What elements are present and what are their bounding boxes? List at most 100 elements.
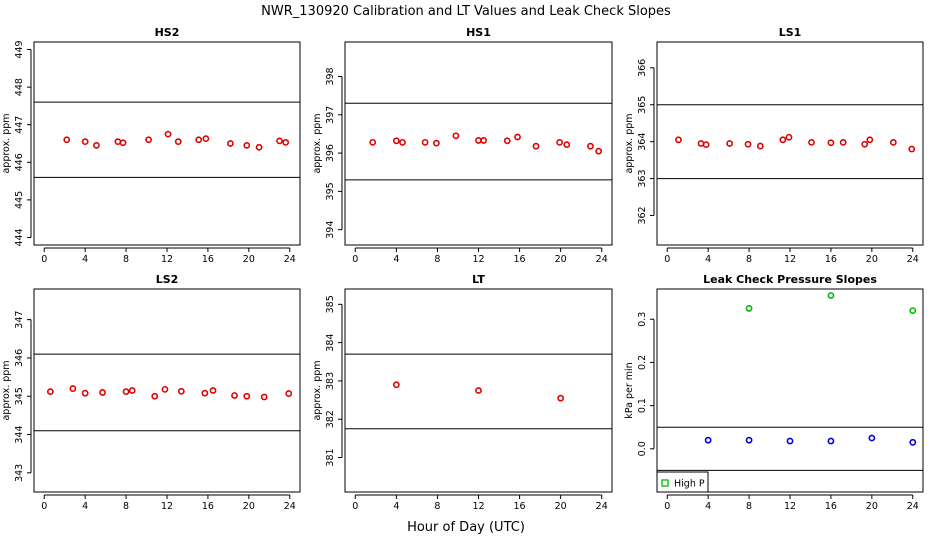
x-tick-label: 20 [866,501,878,512]
data-point [81,389,89,397]
data-point [587,142,594,150]
data-point [563,141,571,149]
data-point [399,138,406,146]
y-tick-label: 344 [14,425,25,443]
figure-title: NWR_130920 Calibration and LT Values and… [261,4,671,19]
data-point [432,139,440,147]
data-point [195,136,203,144]
data-point [452,132,460,140]
data-point [177,387,185,395]
x-tick-label: 4 [82,254,88,265]
data-point [99,389,106,396]
x-tick-label: 24 [596,254,608,265]
x-tick-label: 20 [866,254,878,265]
data-point [285,390,293,397]
data-point [675,136,682,144]
data-point [81,138,89,146]
y-tick-label: 343 [14,464,25,482]
x-tick-label: 24 [284,254,296,265]
x-tick-label: 12 [472,501,484,512]
panel-4: LS2 0 4 8 12 16 20 24 343 344 345 346 347 approx. ppm [1,273,301,512]
data-point [392,381,400,389]
panel-6: Leak Check Pressure Slopes 0 4 8 12 16 20 24 0.0… [624,273,924,512]
x-tick-label: 12 [161,254,173,265]
data-point [243,141,251,149]
data-point [779,136,787,144]
panel-title: Leak Check Pressure Slopes [703,273,877,286]
data-point [260,393,268,401]
data-point [161,385,169,393]
y-axis-title: approx. ppm [624,113,635,173]
x-tick-label: 4 [705,501,711,512]
x-tick-label: 8 [434,501,440,512]
x-tick-label: 24 [907,254,919,265]
y-tick-label: 396 [325,144,336,162]
data-point [209,387,217,394]
y-axis-title: approx. ppm [312,113,323,173]
x-tick-label: 0 [664,501,670,512]
data-point [201,389,209,397]
y-tick-label: 448 [14,78,25,96]
y-tick-label: 362 [637,206,648,224]
data-point [744,140,752,148]
y-tick-label: 347 [14,311,25,329]
y-tick-label: 446 [14,153,25,171]
data-point [63,136,71,144]
data-point [164,130,172,138]
data-point [255,143,263,151]
x-tick-label: 8 [123,501,129,512]
y-tick-label: 397 [325,106,336,124]
x-tick-label: 0 [352,254,358,265]
x-tick-label: 24 [284,501,296,512]
data-point [557,394,565,402]
data-point [861,140,869,148]
y-tick-label: 449 [14,40,25,58]
x-tick-label: 24 [596,501,608,512]
data-point [827,139,835,147]
data-point [276,137,283,145]
x-tick-label: 16 [825,254,837,265]
data-points [704,292,917,446]
y-tick-label: 0.3 [637,312,648,327]
x-tick-label: 4 [393,501,399,512]
x-tick-label: 20 [555,501,567,512]
y-tick-label: 365 [637,96,648,114]
y-tick-label: 395 [325,182,336,200]
legend-box [656,471,709,493]
y-axis-title: approx. ppm [312,360,323,420]
y-axis-title: kPa per min [624,362,635,418]
x-tick-label: 24 [907,501,919,512]
data-point [227,140,234,147]
y-tick-label: 447 [14,116,25,134]
x-tick-label: 12 [161,501,173,512]
x-tick-label: 20 [555,254,567,265]
data-point [808,138,815,146]
data-point [69,385,77,392]
data-point [726,140,734,147]
data-point [151,392,159,400]
y-tick-label: 394 [325,221,336,239]
data-point [827,437,835,445]
panel-5: LT 0 4 8 12 16 20 24 381 382 383 384 385 approx. ppm [312,273,613,512]
y-tick-label: 398 [325,67,336,85]
panel-3: LS1 0 4 8 12 16 20 24 362 363 364 365 366 approx. ppm [624,26,924,265]
y-tick-label: 384 [325,334,336,352]
x-tick-label: 16 [825,501,837,512]
y-tick-label: 0.2 [637,355,648,370]
data-point [595,147,603,155]
data-point [122,388,130,396]
data-point [908,145,916,153]
data-point [421,138,429,146]
y-tick-label: 0.1 [637,398,648,413]
x-tick-label: 4 [82,501,88,512]
legend: High P [656,471,709,493]
legend-label: High P [674,479,705,490]
x-tick-label: 0 [41,254,47,265]
panel-title: LS1 [779,26,802,39]
plot-frame [33,41,301,246]
data-point [243,392,251,400]
data-point [785,133,793,141]
data-point [756,142,764,150]
y-tick-label: 346 [14,349,25,367]
